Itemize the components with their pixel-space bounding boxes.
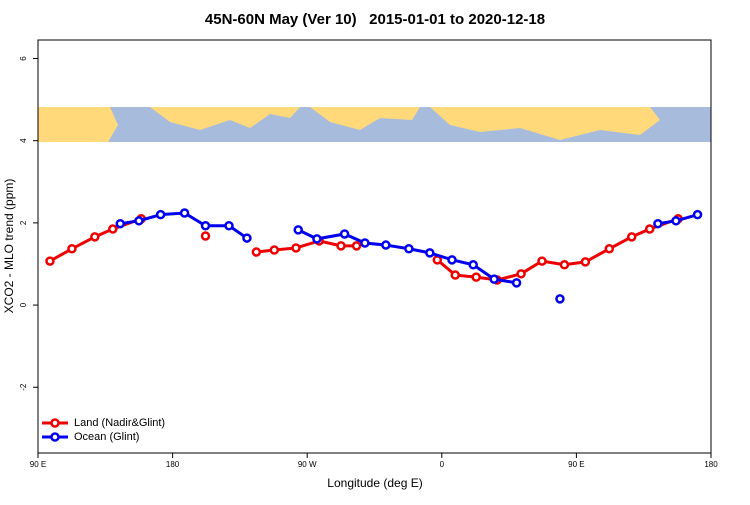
data-point <box>155 209 166 220</box>
data-point <box>269 245 280 255</box>
legend-marker <box>50 432 60 442</box>
x-tick-label: 0 <box>440 460 445 469</box>
data-point <box>626 232 637 242</box>
plot-frame <box>37 39 712 454</box>
data-point <box>108 224 118 234</box>
data-point <box>45 256 55 266</box>
data-point <box>692 209 703 220</box>
x-tick-label: 180 <box>704 460 718 469</box>
data-point <box>179 208 190 218</box>
data-point <box>242 233 252 243</box>
data-point <box>200 231 211 241</box>
legend-label: Ocean (Glint) <box>74 431 139 443</box>
y-axis-label: XCO2 - MLO trend (ppm) <box>2 179 16 314</box>
data-point <box>468 260 478 270</box>
x-tick-label: 90 E <box>568 460 584 469</box>
y-tick-label: -2 <box>19 383 28 391</box>
legend-label: Land (Nadir&Glint) <box>74 417 165 429</box>
data-point <box>134 216 144 226</box>
data-point <box>604 244 615 254</box>
x-tick-label: 90 W <box>298 460 317 469</box>
y-tick-label: 6 <box>19 56 28 61</box>
data-point <box>67 244 77 254</box>
data-point <box>537 256 547 266</box>
data-point <box>224 220 234 231</box>
legend-marker <box>50 418 60 428</box>
data-point <box>351 241 362 251</box>
series-line <box>49 217 679 282</box>
data-point <box>312 234 322 244</box>
data-point <box>511 278 522 288</box>
y-tick-label: 4 <box>19 138 28 143</box>
data-point <box>381 240 391 250</box>
chart-title: 45N-60N May (Ver 10) 2015-01-01 to 2020-… <box>205 11 545 28</box>
data-point <box>653 218 663 229</box>
data-point <box>489 274 499 284</box>
data-point <box>336 241 346 251</box>
data-point <box>555 294 565 304</box>
map-strip <box>38 107 711 142</box>
data-point <box>293 225 303 235</box>
data-point <box>644 224 655 234</box>
y-tick-label: 2 <box>19 220 28 225</box>
data-point <box>291 243 301 253</box>
data-point <box>339 229 350 239</box>
data-point <box>450 270 461 280</box>
data-point <box>90 232 100 242</box>
data-point <box>671 216 681 226</box>
data-point <box>251 247 262 257</box>
data-point <box>200 220 211 231</box>
data-point <box>360 238 370 248</box>
y-tick-label: 0 <box>19 302 28 307</box>
data-point <box>559 260 570 270</box>
data-point <box>580 257 591 267</box>
data-point <box>115 218 126 229</box>
data-point <box>447 255 457 265</box>
data-point <box>516 269 526 279</box>
data-point <box>425 248 435 258</box>
x-tick-label: 90 E <box>30 460 46 469</box>
data-point <box>471 272 481 282</box>
data-point <box>404 244 414 254</box>
x-axis-label: Longitude (deg E) <box>327 476 422 490</box>
x-tick-label: 180 <box>166 460 180 469</box>
